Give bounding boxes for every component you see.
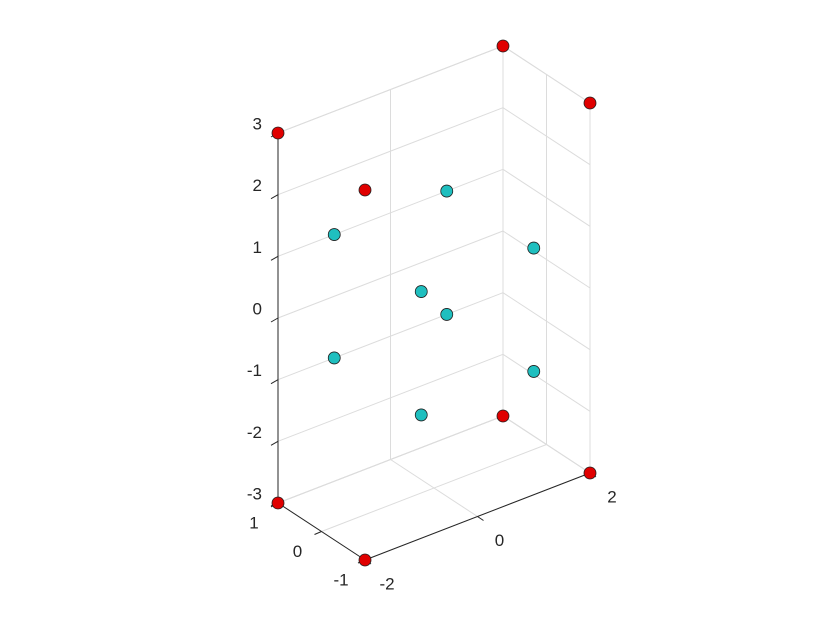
point bbox=[527, 365, 541, 378]
z-tick-label: -1 bbox=[247, 361, 262, 380]
point bbox=[414, 408, 428, 422]
x-tick-label: 0 bbox=[495, 531, 504, 550]
z-tick-label: 2 bbox=[253, 176, 262, 195]
point bbox=[414, 285, 428, 298]
z-tick-label: 0 bbox=[253, 299, 262, 318]
point bbox=[327, 228, 341, 241]
grid-line bbox=[277, 415, 504, 504]
x-tick-label: 2 bbox=[607, 487, 616, 506]
grid-line bbox=[321, 444, 547, 532]
point bbox=[496, 409, 510, 423]
point bbox=[440, 308, 454, 321]
z-tick bbox=[270, 255, 279, 261]
z-tick bbox=[270, 194, 279, 200]
z-tick-label: -3 bbox=[247, 484, 262, 503]
point bbox=[358, 183, 372, 197]
z-tick-label: 3 bbox=[253, 114, 262, 133]
point bbox=[496, 39, 510, 53]
point bbox=[271, 126, 285, 140]
point bbox=[271, 496, 285, 510]
y-tick-label: 1 bbox=[249, 513, 258, 532]
point bbox=[358, 553, 372, 567]
z-tick bbox=[270, 317, 279, 323]
z-tick bbox=[270, 440, 279, 446]
point bbox=[527, 241, 541, 255]
z-tick bbox=[270, 379, 279, 385]
point bbox=[327, 351, 341, 365]
y-tick-label: -1 bbox=[333, 570, 348, 589]
point bbox=[583, 96, 597, 110]
y-tick bbox=[314, 531, 322, 535]
y-tick-label: 0 bbox=[293, 542, 302, 561]
z-tick-label: -2 bbox=[247, 423, 262, 442]
point bbox=[440, 184, 454, 198]
point bbox=[583, 466, 597, 480]
x-tick bbox=[477, 516, 484, 521]
x-tick-label: -2 bbox=[379, 574, 394, 593]
z-tick-label: 1 bbox=[253, 238, 262, 257]
